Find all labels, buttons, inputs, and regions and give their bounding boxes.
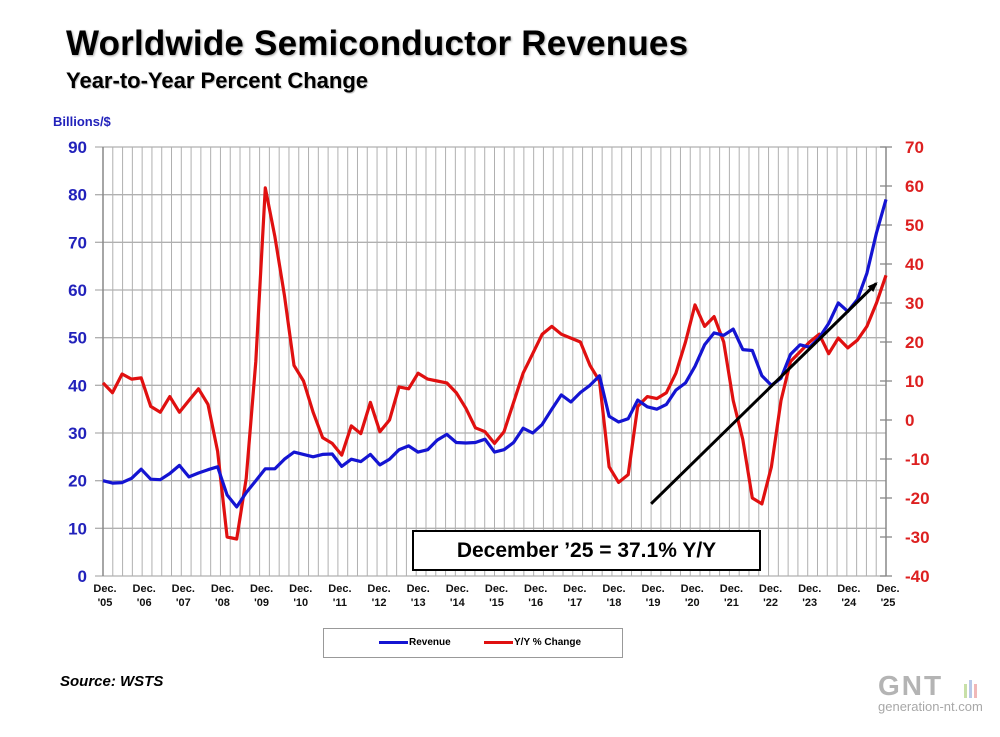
left-tick-label: 60 (68, 281, 87, 300)
x-tick-label-month: Dec. (602, 583, 625, 595)
right-tick-label: 10 (905, 372, 924, 391)
x-tick-label-year: '17 (567, 597, 582, 609)
x-tick-label-year: '07 (176, 597, 191, 609)
x-tick-label-year: '24 (841, 597, 857, 609)
right-tick-label: 20 (905, 333, 924, 352)
revenue-line (102, 198, 888, 509)
x-axis: Dec. '05 Dec. '06 Dec. '07 Dec. '08 Dec. '09 Dec. '… (93, 583, 899, 609)
left-tick-label: 80 (68, 186, 87, 205)
watermark: GNT generation-nt.com (878, 672, 983, 714)
x-tick-label-month: Dec. (837, 583, 860, 595)
x-tick-label-year: '15 (489, 597, 504, 609)
x-tick-label-month: Dec. (367, 583, 390, 595)
x-tick-label-month: Dec. (446, 583, 469, 595)
x-tick-label-month: Dec. (328, 583, 351, 595)
x-tick-label-year: '11 (333, 597, 347, 609)
chart-subtitle: Year-to-Year Percent Change (66, 68, 369, 93)
x-tick-label-month: Dec. (93, 583, 116, 595)
x-tick-label-year: '21 (724, 597, 739, 609)
legend-item-revenue: Revenue (379, 637, 451, 648)
legend-swatch-yoy (484, 641, 513, 644)
x-tick-label-month: Dec. (407, 583, 430, 595)
x-tick-label-month: Dec. (250, 583, 273, 595)
right-tick-label: -40 (905, 567, 930, 586)
source-note: Source: WSTS (60, 673, 164, 690)
legend: Revenue Y/Y % Change (323, 628, 623, 658)
x-tick-label-month: Dec. (485, 583, 508, 595)
chart-title: Worldwide Semiconductor Revenues (66, 24, 689, 63)
x-tick-label-year: '23 (802, 597, 817, 609)
x-tick-label-month: Dec. (681, 583, 704, 595)
x-tick-label-month: Dec. (172, 583, 195, 595)
watermark-bars-icon (964, 680, 977, 698)
right-tick-label: -30 (905, 528, 930, 547)
grid (95, 146, 892, 577)
x-tick-label-year: '20 (685, 597, 700, 609)
right-tick-label: 0 (905, 411, 914, 430)
x-tick-label-year: '22 (763, 597, 778, 609)
left-tick-label: 70 (68, 233, 87, 252)
watermark-url: generation-nt.com (878, 699, 983, 714)
right-tick-label: 40 (905, 255, 924, 274)
legend-label-revenue: Revenue (409, 637, 451, 648)
x-tick-label-month: Dec. (133, 583, 156, 595)
x-tick-label-month: Dec. (563, 583, 586, 595)
left-tick-label: 0 (78, 567, 87, 586)
left-tick-label: 90 (68, 138, 87, 157)
legend-label-yoy: Y/Y % Change (514, 637, 582, 648)
trend-arrow (650, 282, 878, 505)
x-tick-label-year: '13 (411, 597, 426, 609)
x-tick-label-year: '16 (528, 597, 543, 609)
right-axis: 70 60 50 40 30 20 10 0 -10 -20 -30 -40 (905, 138, 930, 586)
right-tick-label: 50 (905, 216, 924, 235)
right-tick-label: -20 (905, 489, 930, 508)
x-tick-label-month: Dec. (289, 583, 312, 595)
x-tick-label-year: '14 (450, 597, 466, 609)
right-tick-label: 30 (905, 294, 924, 313)
x-tick-label-year: '25 (881, 597, 896, 609)
x-tick-label-year: '18 (607, 597, 622, 609)
legend-item-yoy: Y/Y % Change (484, 637, 581, 648)
annotation-callout: December ’25 = 37.1% Y/Y (412, 530, 761, 571)
x-tick-label-year: '06 (137, 597, 152, 609)
x-tick-label-month: Dec. (720, 583, 743, 595)
x-tick-label-year: '19 (646, 597, 661, 609)
x-tick-label-year: '12 (372, 597, 387, 609)
left-axis: 90 80 70 60 50 40 30 20 10 0 (68, 138, 87, 586)
watermark-logo: GNT (878, 670, 944, 701)
x-tick-label-month: Dec. (759, 583, 782, 595)
x-tick-label-year: '08 (215, 597, 230, 609)
right-tick-label: 70 (905, 138, 924, 157)
x-tick-label-year: '05 (98, 597, 113, 609)
x-tick-label-year: '10 (293, 597, 308, 609)
legend-swatch-revenue (379, 641, 408, 644)
x-tick-label-month: Dec. (524, 583, 547, 595)
left-tick-label: 50 (68, 329, 87, 348)
x-tick-label-month: Dec. (211, 583, 234, 595)
x-tick-label-month: Dec. (876, 583, 899, 595)
x-tick-label-month: Dec. (798, 583, 821, 595)
left-tick-label: 10 (68, 519, 87, 538)
left-tick-label: 20 (68, 472, 87, 491)
left-tick-label: 40 (68, 376, 87, 395)
left-tick-label: 30 (68, 424, 87, 443)
right-tick-label: 60 (905, 177, 924, 196)
x-tick-label-month: Dec. (641, 583, 664, 595)
x-tick-label-year: '09 (254, 597, 269, 609)
right-tick-label: -10 (905, 450, 930, 469)
left-axis-label: Billions/$ (53, 114, 111, 129)
yoy-change-line (101, 186, 888, 541)
